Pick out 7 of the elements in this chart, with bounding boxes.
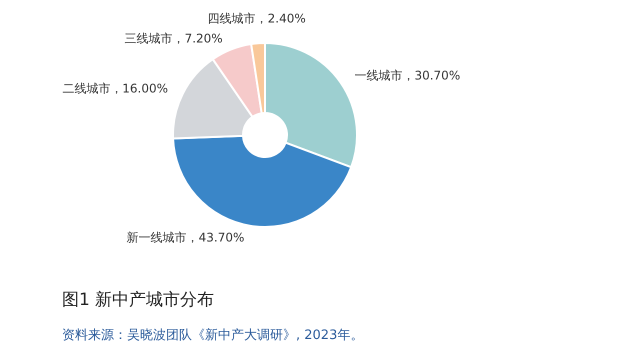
text: 资料来源：吴晓波团队《新中产大调研》, 2023年。 — [62, 327, 364, 344]
slice-label: 三线城市，7.20% — [124, 31, 223, 46]
slice-label: 一线城市，30.70% — [354, 68, 460, 83]
slice-label: 新一线城市，43.70% — [126, 230, 244, 245]
slice-label: 四线城市，2.40% — [208, 11, 306, 26]
slice-label: 二线城市，16.00% — [62, 81, 168, 96]
text: 图1 新中产城市分布 — [62, 289, 214, 311]
